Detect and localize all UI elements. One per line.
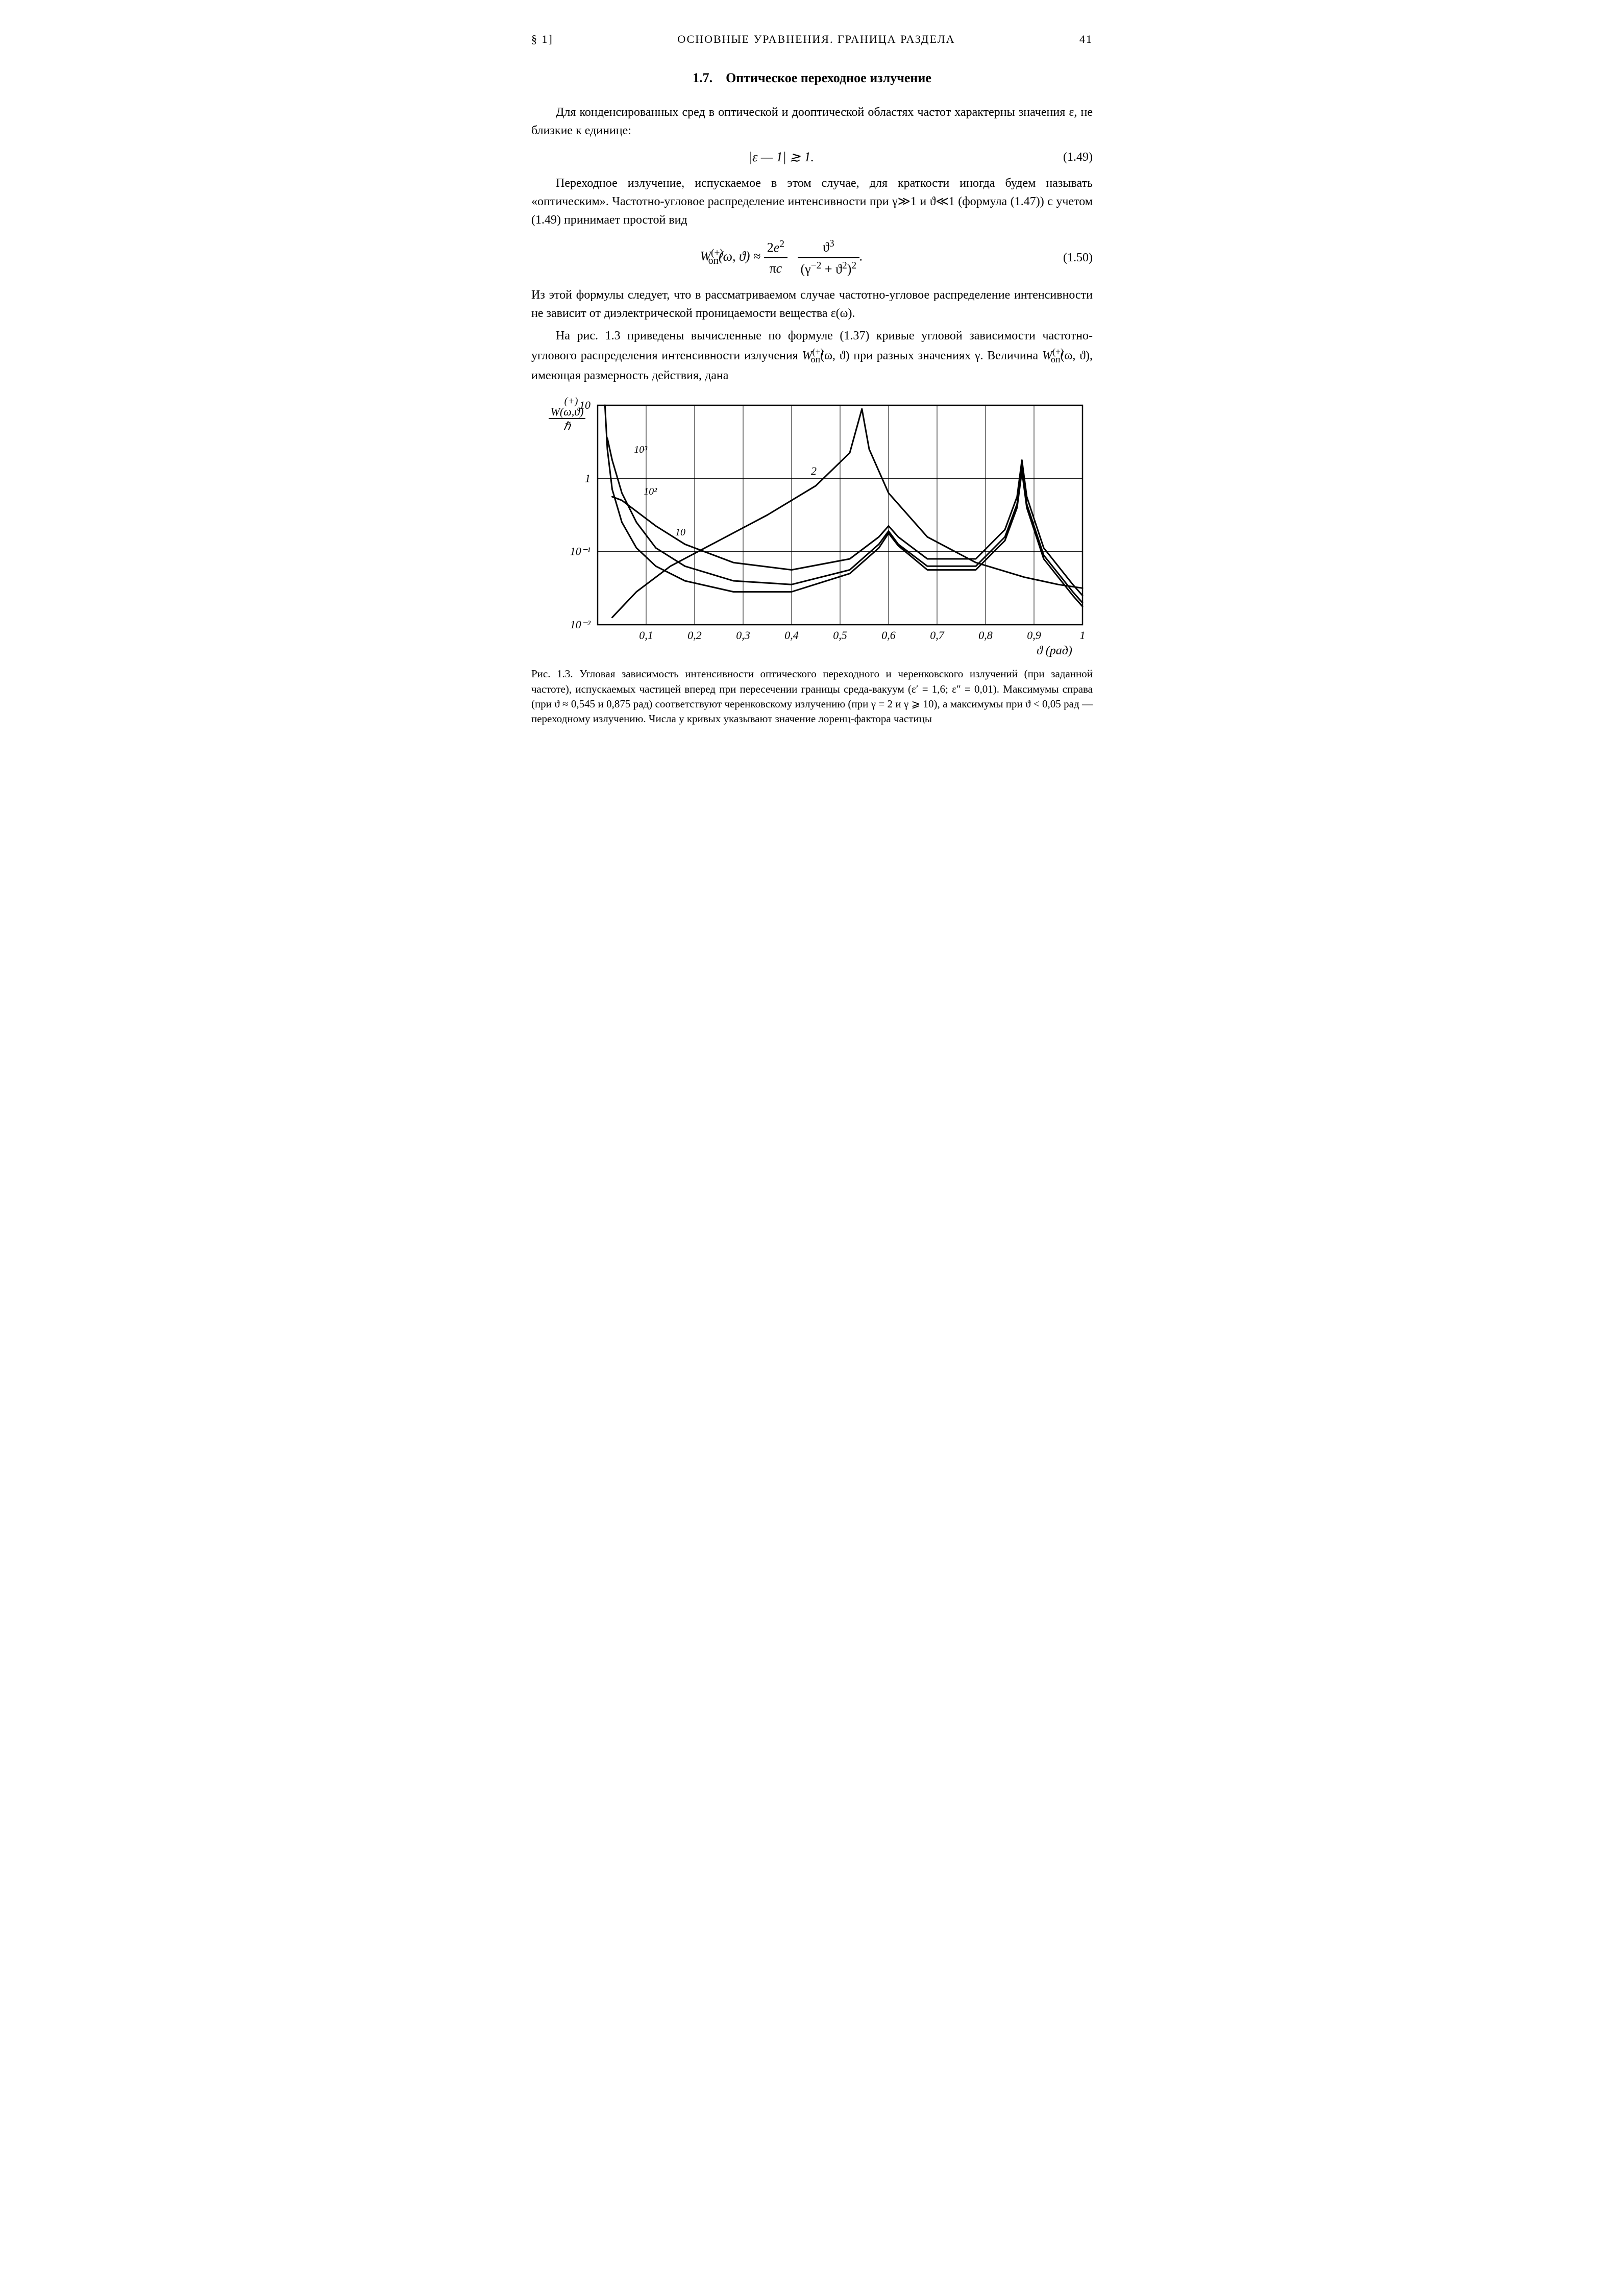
svg-text:0,4: 0,4: [784, 629, 799, 642]
svg-text:1: 1: [585, 472, 590, 484]
svg-text:1: 1: [1080, 629, 1086, 642]
svg-text:0,8: 0,8: [978, 629, 993, 642]
header-title: ОСНОВНЫЕ УРАВНЕНИЯ. ГРАНИЦА РАЗДЕЛА: [553, 31, 1079, 47]
svg-text:0,7: 0,7: [930, 629, 945, 642]
figure-caption-text: Угловая зависимость интенсивности оптиче…: [531, 668, 1093, 725]
svg-text:W(ω,ϑ): W(ω,ϑ): [551, 405, 584, 418]
svg-text:10³: 10³: [634, 444, 648, 455]
svg-text:0,3: 0,3: [736, 629, 750, 642]
svg-text:10²: 10²: [644, 486, 657, 497]
figure-1-3: 0,1 0,2 0,3 0,4 0,5 0,6 0,7 0,8 0,9 1 ϑ (рад) 10⁻² 1…: [531, 395, 1093, 660]
svg-text:0,1: 0,1: [639, 629, 653, 642]
svg-text:ℏ: ℏ: [563, 420, 572, 432]
svg-text:10⁻²: 10⁻²: [570, 618, 591, 631]
equation-1-49: |ε — 1| ≳ 1.: [531, 147, 1031, 167]
svg-text:0,5: 0,5: [833, 629, 847, 642]
equation-number-1-50: (1.50): [1031, 249, 1093, 267]
svg-text:10: 10: [675, 527, 685, 538]
figure-caption-prefix: Рис. 1.3.: [531, 668, 573, 680]
paragraph-4b: при разных значениях γ. Величина: [853, 349, 1042, 362]
svg-text:2: 2: [811, 464, 817, 477]
equation-number-1-49: (1.49): [1031, 148, 1093, 166]
equation-1-50: W(+)оп(ω, ϑ) ≈ 2e2 πc ϑ3 (γ−2 + ϑ2)2 .: [531, 236, 1031, 279]
page-number: 41: [1079, 31, 1093, 47]
svg-text:0,2: 0,2: [687, 629, 702, 642]
svg-text:ϑ (рад): ϑ (рад): [1037, 644, 1072, 657]
paragraph-1: Для конденсированных сред в оптической и…: [531, 103, 1093, 140]
paragraph-3: Из этой формулы следует, что в рассматри…: [531, 286, 1093, 323]
svg-text:0,6: 0,6: [881, 629, 896, 642]
svg-text:0,9: 0,9: [1027, 629, 1041, 642]
svg-text:10⁻¹: 10⁻¹: [570, 545, 590, 558]
section-title-text: Оптическое переходное излучение: [726, 70, 931, 85]
paragraph-4: На рис. 1.3 приведены вычисленные по фор…: [531, 327, 1093, 385]
section-number: 1.7.: [693, 70, 712, 85]
figure-caption: Рис. 1.3. Угловая зависимость интенсивно…: [531, 667, 1093, 727]
header-section: § 1]: [531, 31, 553, 47]
paragraph-2: Переходное излучение, испускаемое в этом…: [531, 174, 1093, 229]
